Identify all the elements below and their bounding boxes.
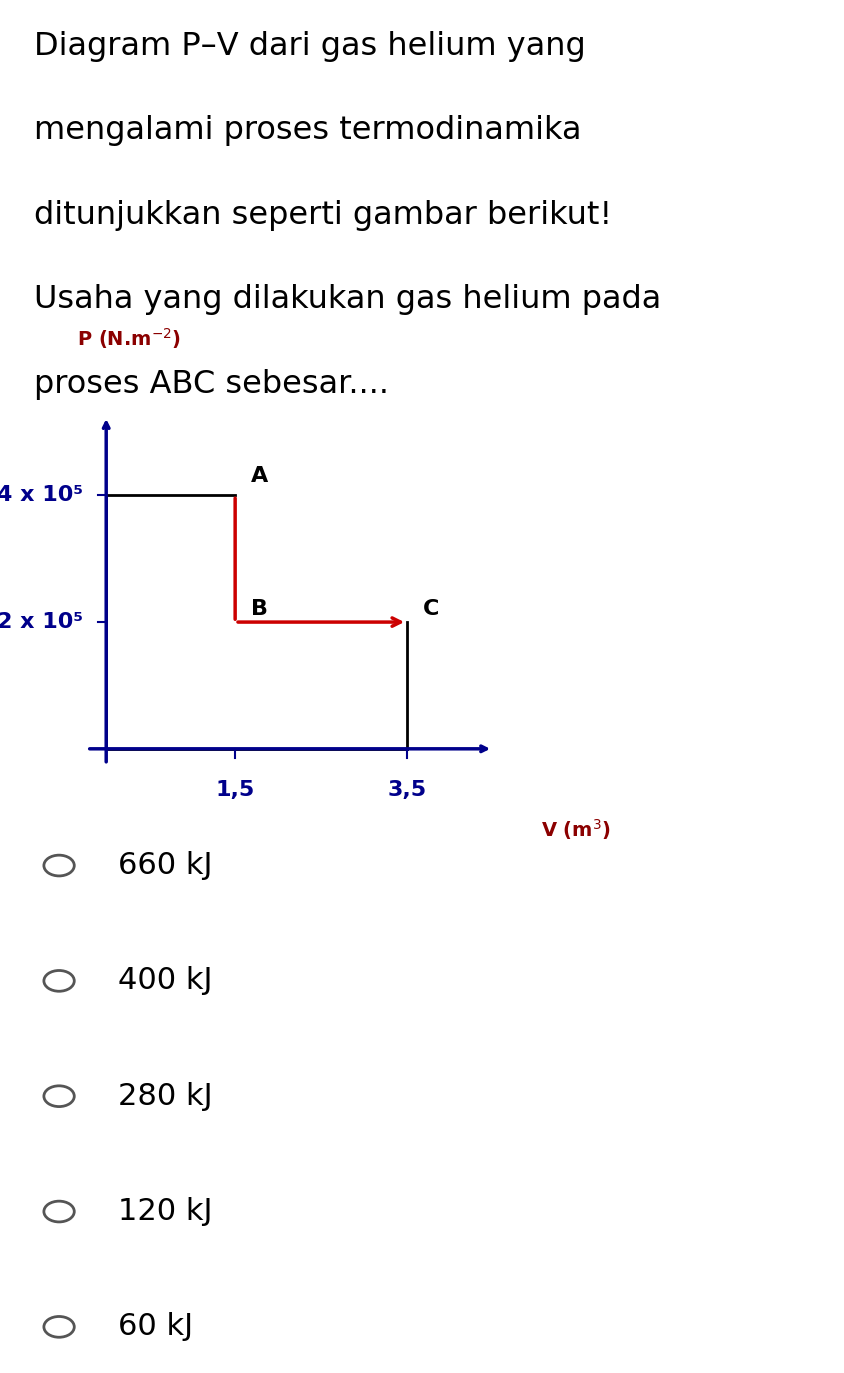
Text: C: C — [423, 599, 439, 619]
Text: ditunjukkan seperti gambar berikut!: ditunjukkan seperti gambar berikut! — [34, 200, 612, 231]
Text: proses ABC sebesar....: proses ABC sebesar.... — [34, 369, 389, 400]
Text: 3,5: 3,5 — [387, 780, 426, 800]
Text: B: B — [251, 599, 268, 619]
Text: A: A — [251, 465, 268, 486]
Text: Diagram P–V dari gas helium yang: Diagram P–V dari gas helium yang — [34, 30, 586, 62]
Text: 660 kJ: 660 kJ — [118, 851, 213, 880]
Text: 60 kJ: 60 kJ — [118, 1313, 193, 1341]
Text: 120 kJ: 120 kJ — [118, 1197, 213, 1226]
Text: mengalami proses termodinamika: mengalami proses termodinamika — [34, 115, 582, 147]
Text: 400 kJ: 400 kJ — [118, 967, 213, 995]
Text: Usaha yang dilakukan gas helium pada: Usaha yang dilakukan gas helium pada — [34, 284, 661, 316]
Text: P (N.m$^{-2}$): P (N.m$^{-2}$) — [77, 327, 181, 351]
Text: 1,5: 1,5 — [215, 780, 255, 800]
Text: 2 x 10⁵: 2 x 10⁵ — [0, 612, 83, 632]
Text: V (m$^3$): V (m$^3$) — [541, 817, 611, 842]
Text: 4 x 10⁵: 4 x 10⁵ — [0, 485, 83, 505]
Text: 280 kJ: 280 kJ — [118, 1082, 213, 1111]
